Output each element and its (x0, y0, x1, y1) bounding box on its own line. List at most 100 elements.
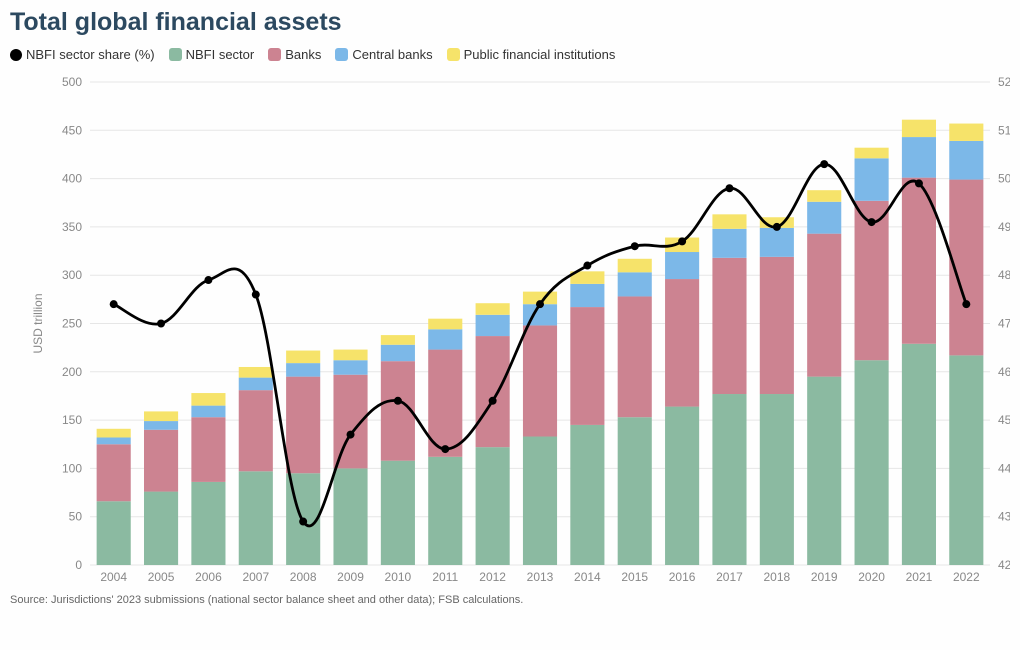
bar-segment (476, 447, 510, 565)
legend-swatch (10, 49, 22, 61)
svg-text:51: 51 (998, 123, 1010, 137)
bar-segment (428, 329, 462, 349)
svg-text:250: 250 (62, 317, 82, 331)
svg-text:2007: 2007 (242, 570, 269, 584)
svg-text:150: 150 (62, 413, 82, 427)
bar-segment (381, 461, 415, 565)
page-title: Total global financial assets (10, 8, 1010, 37)
bar-segment (949, 141, 983, 180)
bar-segment (144, 421, 178, 430)
line-marker (962, 300, 970, 308)
line-marker (725, 184, 733, 192)
bar-segment (949, 124, 983, 141)
bar-segment (523, 437, 557, 565)
svg-text:2008: 2008 (290, 570, 317, 584)
legend-item: NBFI sector (169, 47, 255, 62)
svg-text:50: 50 (998, 172, 1010, 186)
legend-item: Public financial institutions (447, 47, 616, 62)
line-marker (489, 397, 497, 405)
bar-segment (286, 377, 320, 474)
legend-swatch (169, 48, 182, 61)
bar-segment (902, 137, 936, 178)
bar-segment (476, 315, 510, 336)
bar-segment (239, 367, 273, 378)
svg-text:2014: 2014 (574, 570, 601, 584)
legend-item: Central banks (335, 47, 432, 62)
svg-text:46: 46 (998, 365, 1010, 379)
svg-text:300: 300 (62, 268, 82, 282)
svg-text:2015: 2015 (621, 570, 648, 584)
bar-segment (618, 259, 652, 273)
line-marker (347, 431, 355, 439)
bar-segment (144, 430, 178, 492)
svg-text:400: 400 (62, 172, 82, 186)
svg-text:2020: 2020 (858, 570, 885, 584)
bar-segment (97, 444, 131, 501)
line-marker (299, 518, 307, 526)
line-marker (394, 397, 402, 405)
bar-segment (570, 307, 604, 425)
svg-text:2011: 2011 (432, 570, 458, 584)
svg-text:2012: 2012 (479, 570, 506, 584)
svg-text:0: 0 (75, 558, 82, 572)
svg-text:49: 49 (998, 220, 1010, 234)
bar-segment (476, 336, 510, 447)
bar-segment (618, 272, 652, 296)
svg-text:2010: 2010 (385, 570, 412, 584)
svg-text:45: 45 (998, 413, 1010, 427)
svg-text:48: 48 (998, 268, 1010, 282)
line-marker (820, 160, 828, 168)
legend-label: NBFI sector (186, 47, 255, 62)
svg-text:2019: 2019 (811, 570, 838, 584)
bar-segment (807, 190, 841, 202)
line-marker (678, 237, 686, 245)
bar-segment (286, 363, 320, 377)
source-text: Source: Jurisdictions' 2023 submissions … (10, 594, 1010, 606)
svg-text:500: 500 (62, 75, 82, 89)
bar-segment (239, 471, 273, 565)
bar-segment (144, 492, 178, 565)
svg-text:43: 43 (998, 510, 1010, 524)
bar-segment (712, 229, 746, 258)
legend-swatch (268, 48, 281, 61)
bar-segment (97, 501, 131, 565)
legend: NBFI sector share (%)NBFI sectorBanksCen… (10, 47, 1010, 62)
bar-segment (855, 148, 889, 159)
svg-text:2017: 2017 (716, 570, 743, 584)
bar-segment (665, 279, 699, 407)
svg-text:2021: 2021 (906, 570, 933, 584)
svg-text:42: 42 (998, 558, 1010, 572)
line-marker (441, 445, 449, 453)
legend-item: Banks (268, 47, 321, 62)
legend-label: Central banks (352, 47, 432, 62)
bar-segment (286, 351, 320, 364)
svg-text:47: 47 (998, 317, 1010, 331)
bar-segment (191, 406, 225, 418)
legend-label: Public financial institutions (464, 47, 616, 62)
bar-segment (381, 345, 415, 361)
svg-text:2016: 2016 (669, 570, 696, 584)
bar-segment (428, 319, 462, 330)
line-marker (915, 179, 923, 187)
bar-segment (523, 325, 557, 436)
bar-segment (665, 252, 699, 279)
svg-text:2022: 2022 (953, 570, 980, 584)
legend-swatch (335, 48, 348, 61)
bar-segment (570, 284, 604, 307)
bar-segment (902, 120, 936, 137)
legend-label: Banks (285, 47, 321, 62)
bar-segment (381, 335, 415, 345)
line-marker (868, 218, 876, 226)
bar-segment (665, 407, 699, 565)
bar-segment (855, 360, 889, 565)
line-marker (252, 291, 260, 299)
bar-segment (902, 344, 936, 565)
bar-segment (855, 158, 889, 201)
bar-segment (333, 360, 367, 374)
line-marker (583, 262, 591, 270)
bar-segment (239, 378, 273, 391)
chart: 0501001502002503003504004505004243444546… (10, 70, 1010, 590)
bar-segment (476, 303, 510, 315)
line-marker (773, 223, 781, 231)
legend-swatch (447, 48, 460, 61)
